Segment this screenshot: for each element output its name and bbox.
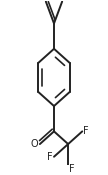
Text: O: O — [31, 139, 39, 149]
Text: F: F — [69, 164, 75, 174]
Text: F: F — [47, 152, 53, 162]
Text: F: F — [83, 126, 89, 136]
